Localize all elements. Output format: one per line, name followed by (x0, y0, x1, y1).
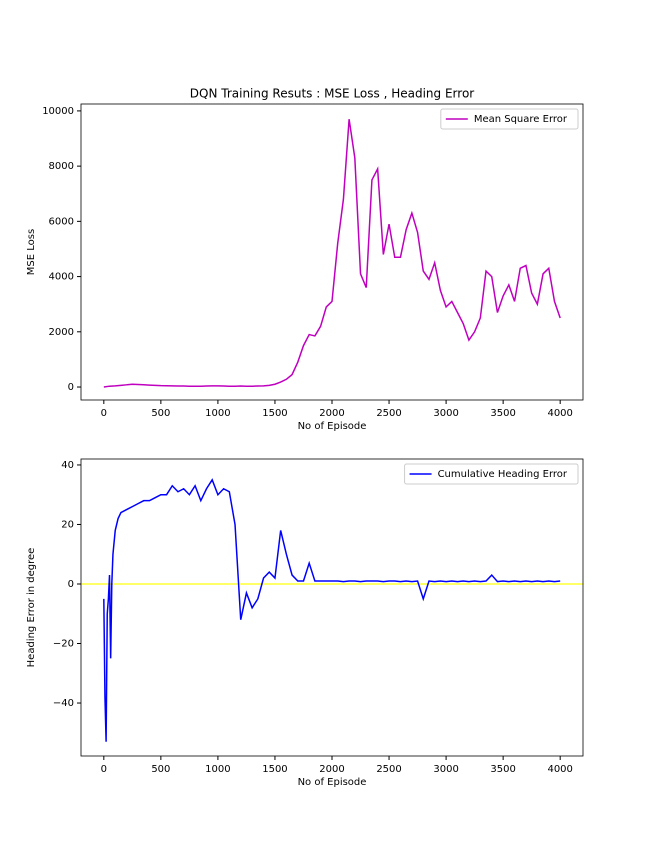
x-tick-label: 3000 (433, 764, 458, 775)
y-axis-label: Heading Error in degree (26, 548, 37, 668)
y-tick-label: 40 (61, 460, 74, 471)
x-tick-label: 500 (151, 408, 170, 419)
x-tick-label: 2000 (319, 764, 344, 775)
x-tick-label: 1500 (262, 408, 287, 419)
x-tick-label: 3000 (433, 408, 458, 419)
x-tick-label: 2500 (376, 408, 401, 419)
x-tick-label: 1000 (205, 408, 230, 419)
legend-label: Cumulative Heading Error (438, 469, 568, 480)
x-axis-label: No of Episode (298, 777, 367, 788)
y-tick-label: 10000 (42, 106, 74, 117)
y-tick-label: 20 (61, 519, 74, 530)
legend (404, 463, 579, 485)
axes-frame (80, 458, 584, 757)
y-tick-label: −40 (53, 698, 74, 709)
y-tick-label: 6000 (49, 216, 74, 227)
x-tick-label: 2500 (376, 764, 401, 775)
axes-frame (80, 103, 584, 401)
x-tick-label: 4000 (547, 408, 572, 419)
y-tick-label: 2000 (49, 327, 74, 338)
x-tick-label: 0 (101, 408, 107, 419)
x-tick-label: 3500 (490, 408, 515, 419)
chart-title: DQN Training Resuts : MSE Loss , Heading… (190, 87, 475, 101)
x-tick-label: 2000 (319, 408, 344, 419)
y-tick-label: 0 (68, 579, 74, 590)
x-tick-label: 1500 (262, 764, 287, 775)
y-tick-label: 4000 (49, 272, 74, 283)
legend-label: Mean Square Error (474, 114, 568, 125)
x-axis-label: No of Episode (298, 421, 367, 432)
x-tick-label: 3500 (490, 764, 515, 775)
y-tick-label: 0 (68, 382, 74, 393)
x-tick-label: 1000 (205, 764, 230, 775)
x-tick-label: 0 (101, 764, 107, 775)
x-tick-label: 500 (151, 764, 170, 775)
x-tick-label: 4000 (547, 764, 572, 775)
y-tick-label: −20 (53, 639, 74, 650)
data-line (103, 478, 561, 742)
legend (440, 108, 579, 130)
y-tick-label: 8000 (49, 161, 74, 172)
data-line (103, 119, 561, 388)
y-axis-label: MSE Loss (26, 229, 37, 275)
